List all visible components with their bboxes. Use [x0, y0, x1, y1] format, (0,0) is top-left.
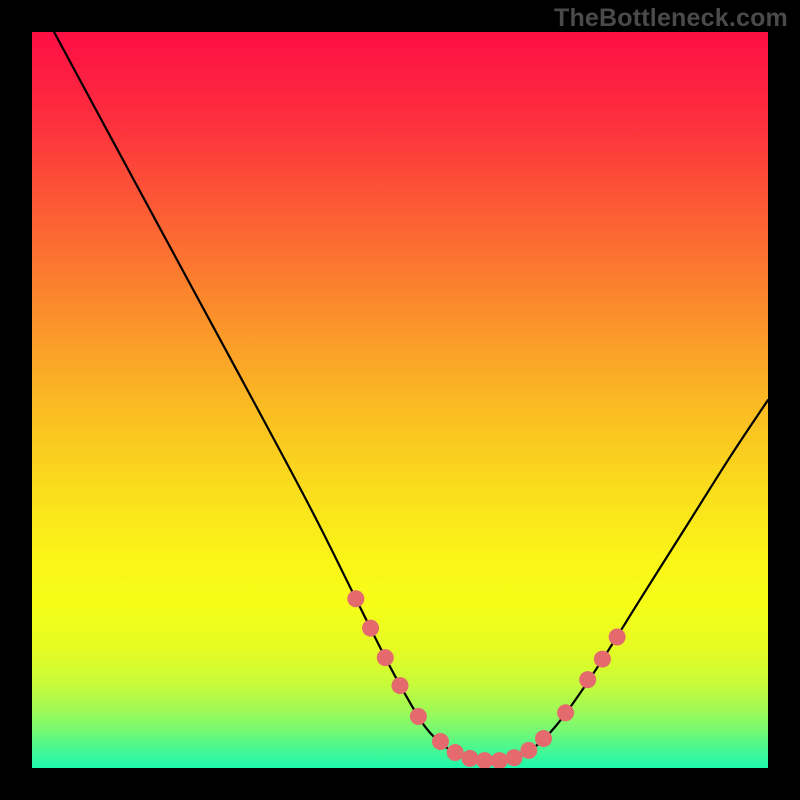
curve-marker	[579, 671, 596, 688]
watermark-text: TheBottleneck.com	[554, 4, 788, 33]
curve-marker	[410, 708, 427, 725]
curve-marker	[520, 742, 537, 759]
curve-marker	[392, 677, 409, 694]
curve-marker	[557, 704, 574, 721]
curve-marker	[594, 651, 611, 668]
curve-marker	[362, 620, 379, 637]
curve-marker	[461, 750, 478, 767]
curve-marker	[377, 649, 394, 666]
curve-marker	[432, 733, 449, 750]
gradient-background	[32, 32, 768, 768]
chart-svg	[32, 32, 768, 768]
curve-marker	[447, 744, 464, 761]
curve-marker	[609, 628, 626, 645]
plot-area	[32, 32, 768, 768]
curve-marker	[506, 749, 523, 766]
curve-marker	[535, 730, 552, 747]
chart-container: TheBottleneck.com	[0, 0, 800, 800]
curve-marker	[347, 590, 364, 607]
